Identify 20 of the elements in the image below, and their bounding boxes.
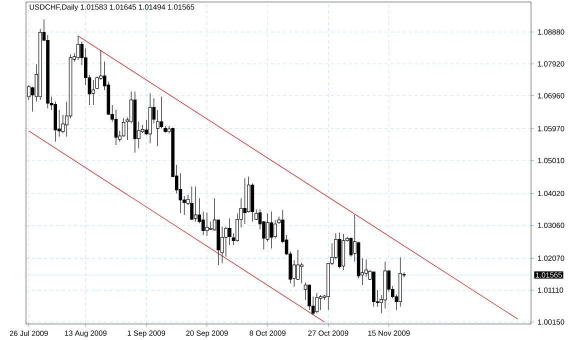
candlestick (61, 114, 65, 134)
candlestick (243, 178, 247, 224)
candlestick (205, 212, 209, 236)
candlestick (274, 220, 277, 239)
candlestick (190, 186, 194, 220)
candlestick (76, 35, 80, 60)
candlestick (349, 237, 353, 257)
candlestick (202, 211, 205, 236)
candlestick (315, 293, 319, 314)
candlestick (364, 259, 368, 277)
candlestick (300, 262, 304, 284)
candlestick (160, 96, 164, 129)
candlestick (194, 186, 198, 222)
candlestick (92, 80, 95, 106)
candlestick (122, 118, 126, 137)
candlestick (228, 218, 232, 246)
candlestick (319, 294, 322, 310)
candlestick (270, 211, 274, 249)
candlestick (114, 110, 118, 146)
candlestick (308, 284, 311, 310)
